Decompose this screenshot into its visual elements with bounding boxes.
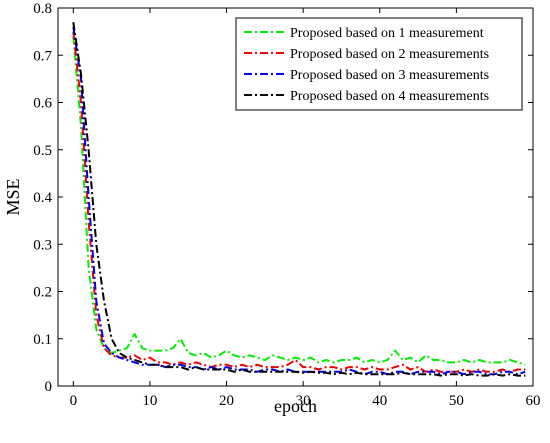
- series-line-1: [72, 36, 526, 366]
- y-tick-label: 0.4: [33, 190, 52, 206]
- y-tick-label: 0.5: [33, 143, 52, 159]
- y-tick-label: 0.1: [33, 332, 52, 348]
- x-tick-label: 20: [219, 393, 234, 409]
- legend-label-4: Proposed based on 4 measurements: [290, 89, 489, 104]
- legend-label-2: Proposed based on 2 measurements: [290, 47, 489, 62]
- y-tick-label: 0.3: [33, 237, 52, 253]
- x-tick-label: 30: [296, 393, 311, 409]
- x-axis-title: epoch: [274, 396, 317, 416]
- series-line-4: [72, 22, 526, 377]
- y-axis-ticks: 0 0.1 0.2 0.3 0.4 0.5 0.6 0.7 0.8: [33, 1, 533, 395]
- x-tick-label: 40: [372, 393, 387, 409]
- x-axis-ticks: 0 10 20 30 40 50 60: [70, 8, 541, 409]
- y-tick-label: 0: [45, 379, 53, 395]
- series-line-3: [72, 26, 526, 376]
- series-layer: [72, 22, 526, 377]
- legend-label-3: Proposed based on 3 measurements: [290, 68, 489, 83]
- x-tick-label: 50: [449, 393, 464, 409]
- legend-label-1: Proposed based on 1 measurement: [290, 26, 484, 41]
- y-tick-label: 0.7: [33, 48, 52, 64]
- x-tick-label: 0: [70, 393, 78, 409]
- y-tick-label: 0.2: [33, 285, 52, 301]
- legend: Proposed based on 1 measurement Proposed …: [235, 17, 523, 111]
- series-line-2: [72, 31, 526, 373]
- x-tick-label: 60: [526, 393, 541, 409]
- y-tick-label: 0.8: [33, 1, 52, 17]
- x-tick-label: 10: [142, 393, 157, 409]
- y-axis-title: MSE: [3, 178, 23, 215]
- y-tick-label: 0.6: [33, 96, 52, 112]
